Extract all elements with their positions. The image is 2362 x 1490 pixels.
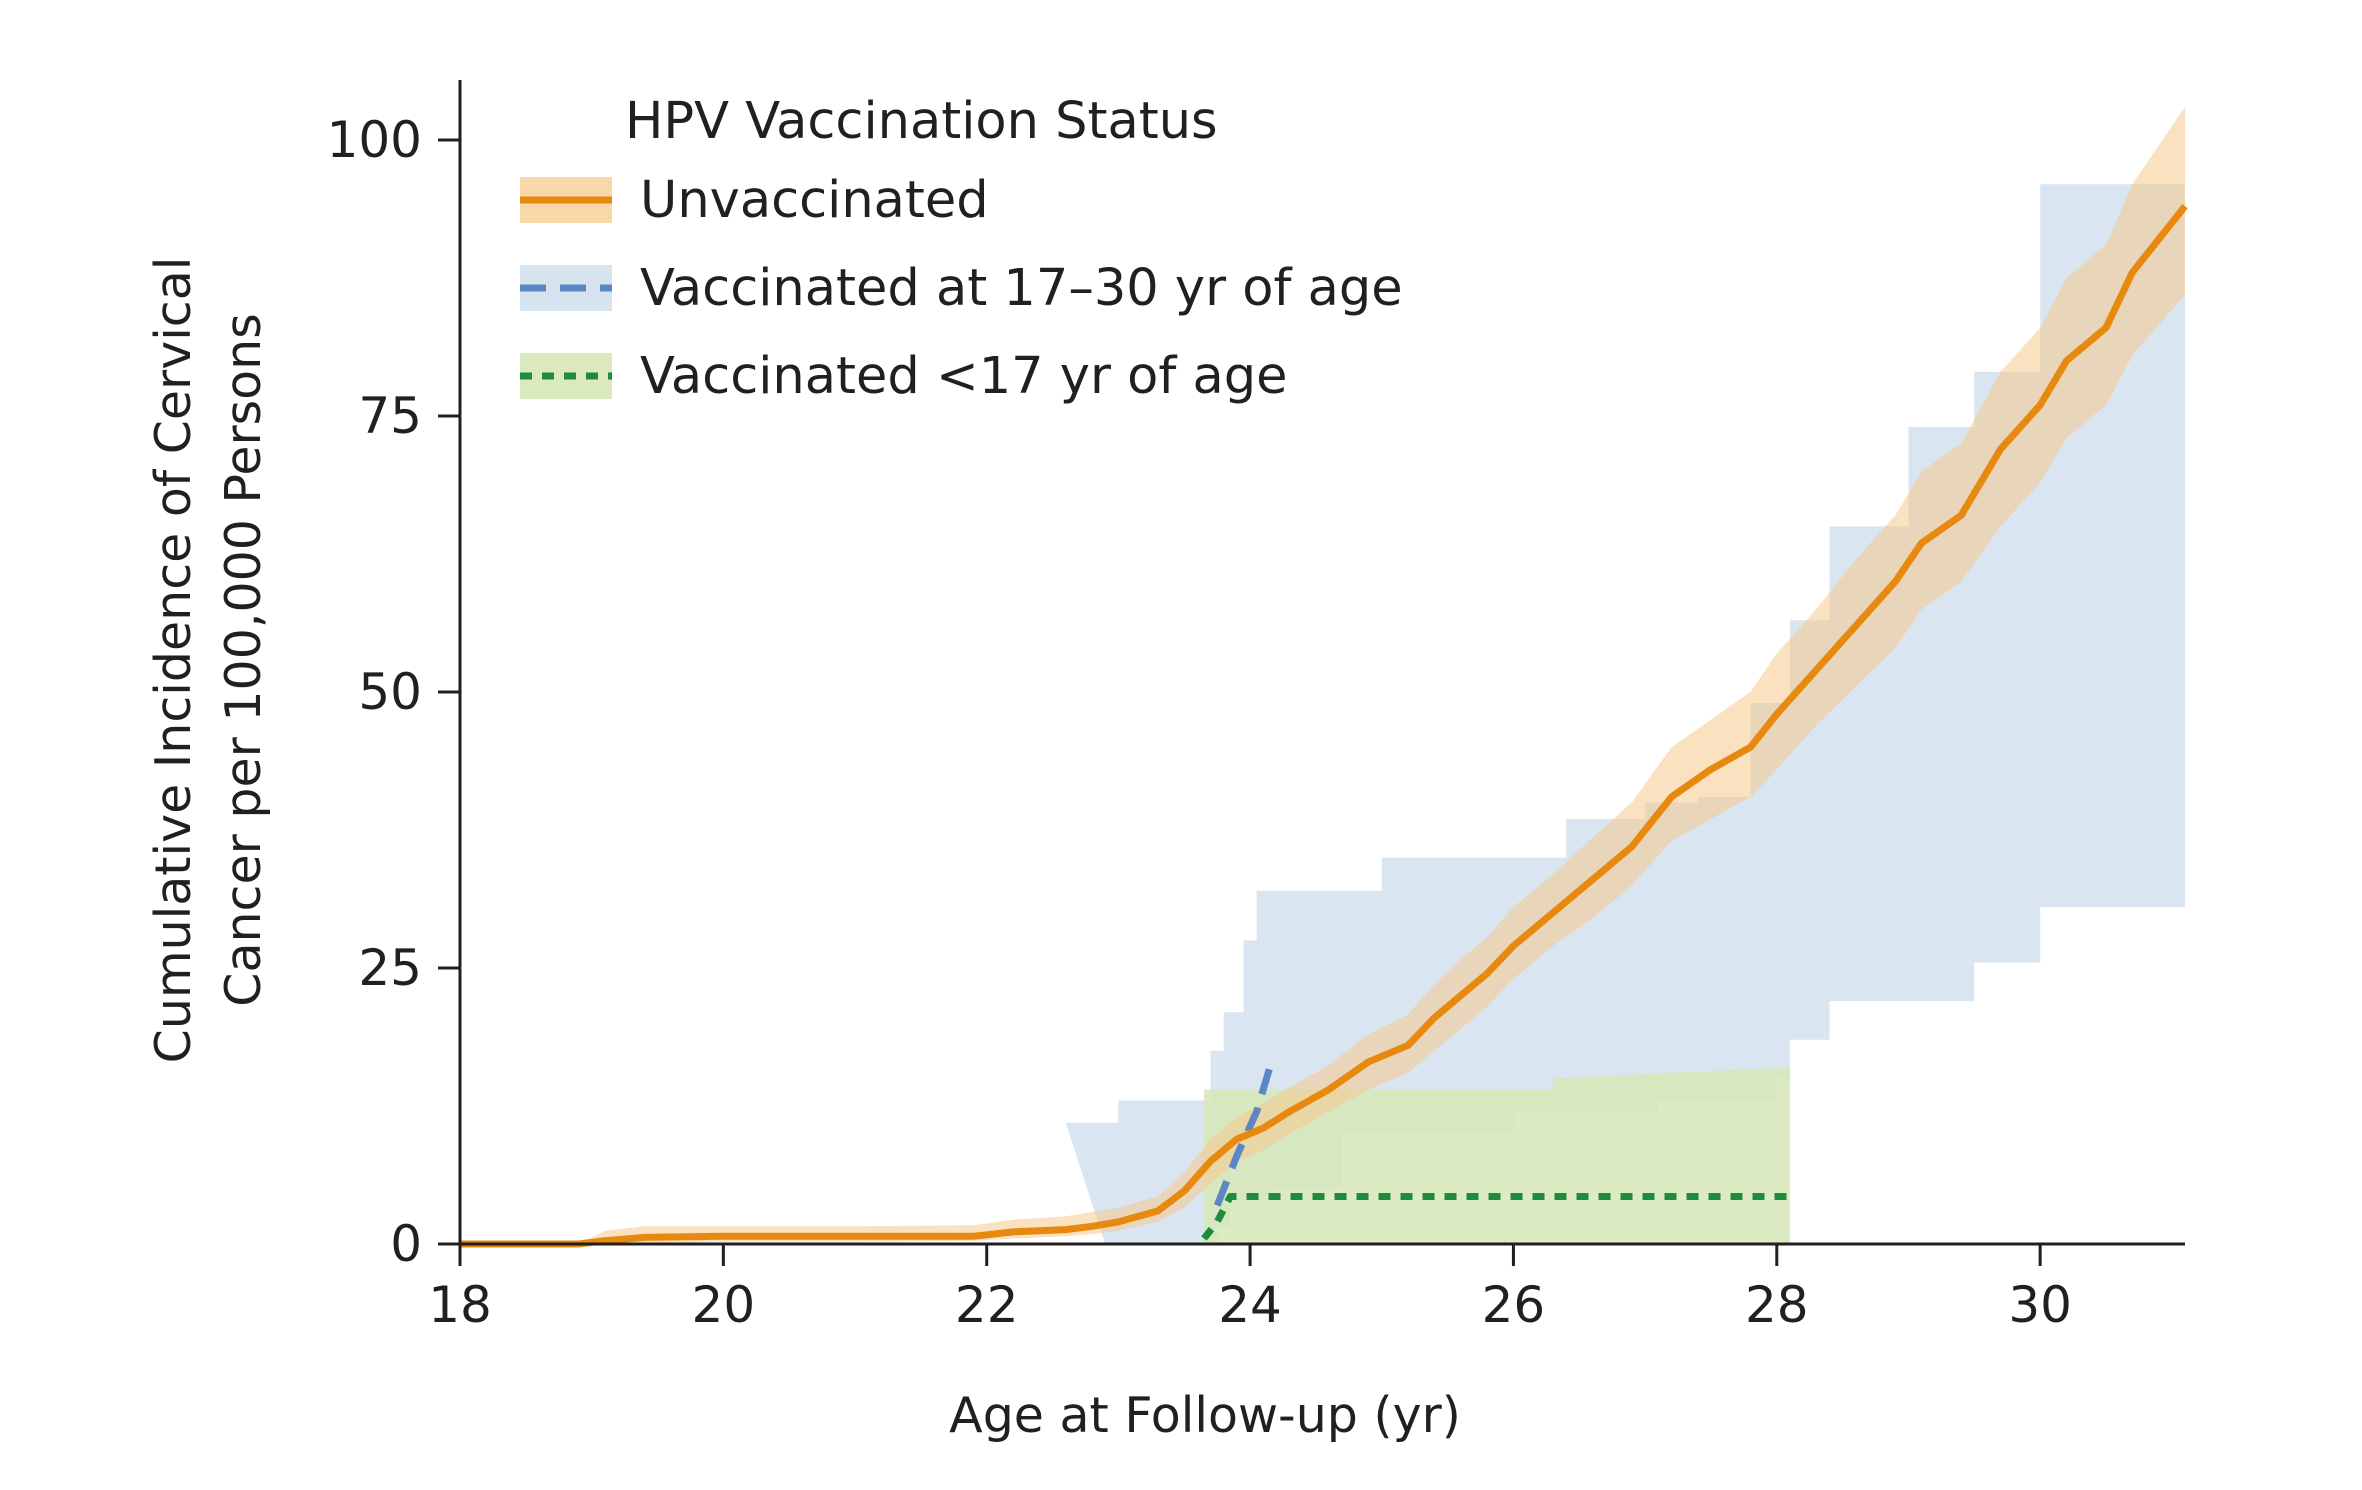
x-tick-label: 24 [1218,1276,1282,1334]
legend-label-vaccinated-under-17: Vaccinated <17 yr of age [640,347,1288,406]
y-axis-title-line-1: Cumulative Incidence of Cervical [145,257,202,1064]
band-vaccinated-17-30 [1065,184,2185,1245]
y-tick-label: 0 [390,1215,422,1273]
y-axis-title-line-2: Cancer per 100,000 Persons [215,313,272,1006]
y-tick-label: 75 [358,387,422,445]
x-tick-label: 30 [2008,1276,2072,1334]
y-tick-label: 50 [358,663,422,721]
legend-label-unvaccinated: Unvaccinated [640,171,989,230]
x-tick-label: 22 [955,1276,1019,1334]
x-tick-label: 28 [1745,1276,1809,1334]
series-line-vaccinated-under-17 [1201,1193,1790,1241]
x-ticks: 18 20 22 24 26 28 30 [428,1244,2072,1334]
series-line-unvaccinated [460,204,2188,1248]
y-tick-label: 25 [358,939,422,997]
legend-label-vaccinated-17-30: Vaccinated at 17–30 yr of age [640,259,1403,318]
legend-title: HPV Vaccination Status [625,92,1218,151]
x-axis-title: Age at Follow-up (yr) [949,1387,1461,1444]
x-tick-label: 20 [692,1276,756,1334]
band-unvaccinated [460,106,2185,1244]
y-ticks: 0 25 50 75 100 [327,111,460,1273]
y-tick-label: 100 [327,111,422,169]
x-tick-label: 26 [1482,1276,1546,1334]
legend: HPV Vaccination Status Unvaccinated Vacc… [520,92,1403,406]
series-lines [460,204,2188,1248]
x-tick-label: 18 [428,1276,492,1334]
axes [458,80,2185,1246]
series-line-vaccinated-17-30 [1213,1066,1274,1207]
